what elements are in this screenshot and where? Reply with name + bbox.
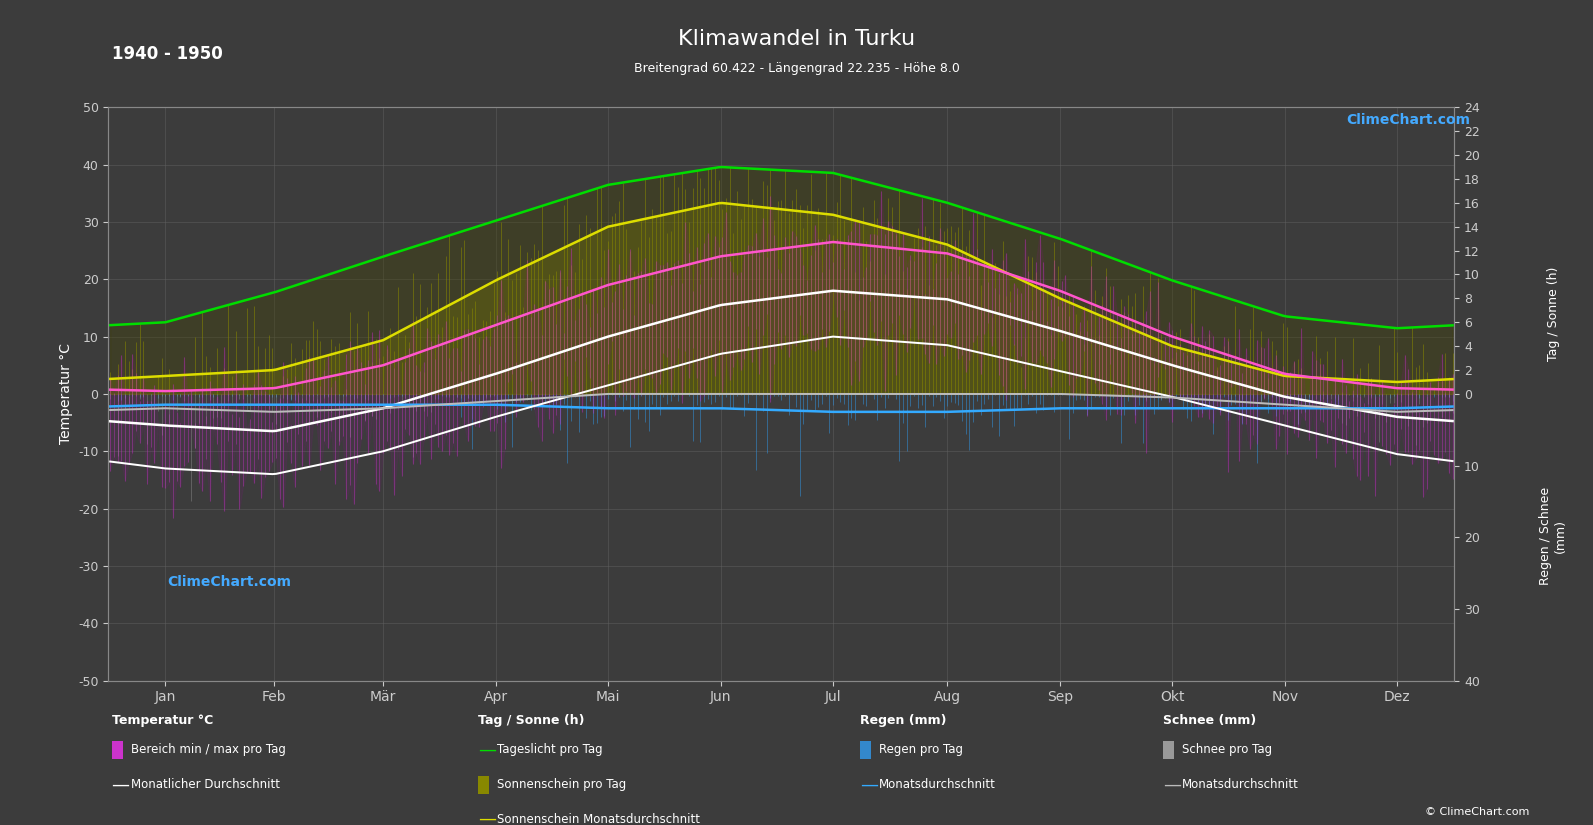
Text: Sonnenschein Monatsdurchschnitt: Sonnenschein Monatsdurchschnitt <box>497 813 699 825</box>
Text: Tag / Sonne (h): Tag / Sonne (h) <box>478 714 585 727</box>
Text: © ClimeChart.com: © ClimeChart.com <box>1424 807 1529 817</box>
Text: —: — <box>478 810 495 825</box>
Text: Sonnenschein pro Tag: Sonnenschein pro Tag <box>497 778 626 791</box>
Text: Monatsdurchschnitt: Monatsdurchschnitt <box>1182 778 1298 791</box>
Text: ClimeChart.com: ClimeChart.com <box>1346 113 1470 126</box>
Text: Regen (mm): Regen (mm) <box>860 714 946 727</box>
Text: —: — <box>478 741 495 759</box>
Text: 1940 - 1950: 1940 - 1950 <box>112 45 223 64</box>
Text: Schnee (mm): Schnee (mm) <box>1163 714 1257 727</box>
Text: —: — <box>1163 776 1180 794</box>
Text: Temperatur °C: Temperatur °C <box>112 714 213 727</box>
Text: —: — <box>112 776 129 794</box>
Text: Regen / Schnee
(mm): Regen / Schnee (mm) <box>1539 488 1568 585</box>
Text: ClimeChart.com: ClimeChart.com <box>167 575 292 588</box>
Y-axis label: Temperatur °C: Temperatur °C <box>59 343 73 445</box>
Text: Monatlicher Durchschnitt: Monatlicher Durchschnitt <box>131 778 280 791</box>
Text: Tageslicht pro Tag: Tageslicht pro Tag <box>497 743 602 757</box>
Text: —: — <box>860 776 878 794</box>
Text: Breitengrad 60.422 - Längengrad 22.235 - Höhe 8.0: Breitengrad 60.422 - Längengrad 22.235 -… <box>634 62 959 75</box>
Text: Monatsdurchschnitt: Monatsdurchschnitt <box>879 778 996 791</box>
Text: Bereich min / max pro Tag: Bereich min / max pro Tag <box>131 743 285 757</box>
Text: Tag / Sonne (h): Tag / Sonne (h) <box>1547 266 1560 361</box>
Text: Regen pro Tag: Regen pro Tag <box>879 743 964 757</box>
Text: Klimawandel in Turku: Klimawandel in Turku <box>679 29 914 49</box>
Text: Schnee pro Tag: Schnee pro Tag <box>1182 743 1273 757</box>
